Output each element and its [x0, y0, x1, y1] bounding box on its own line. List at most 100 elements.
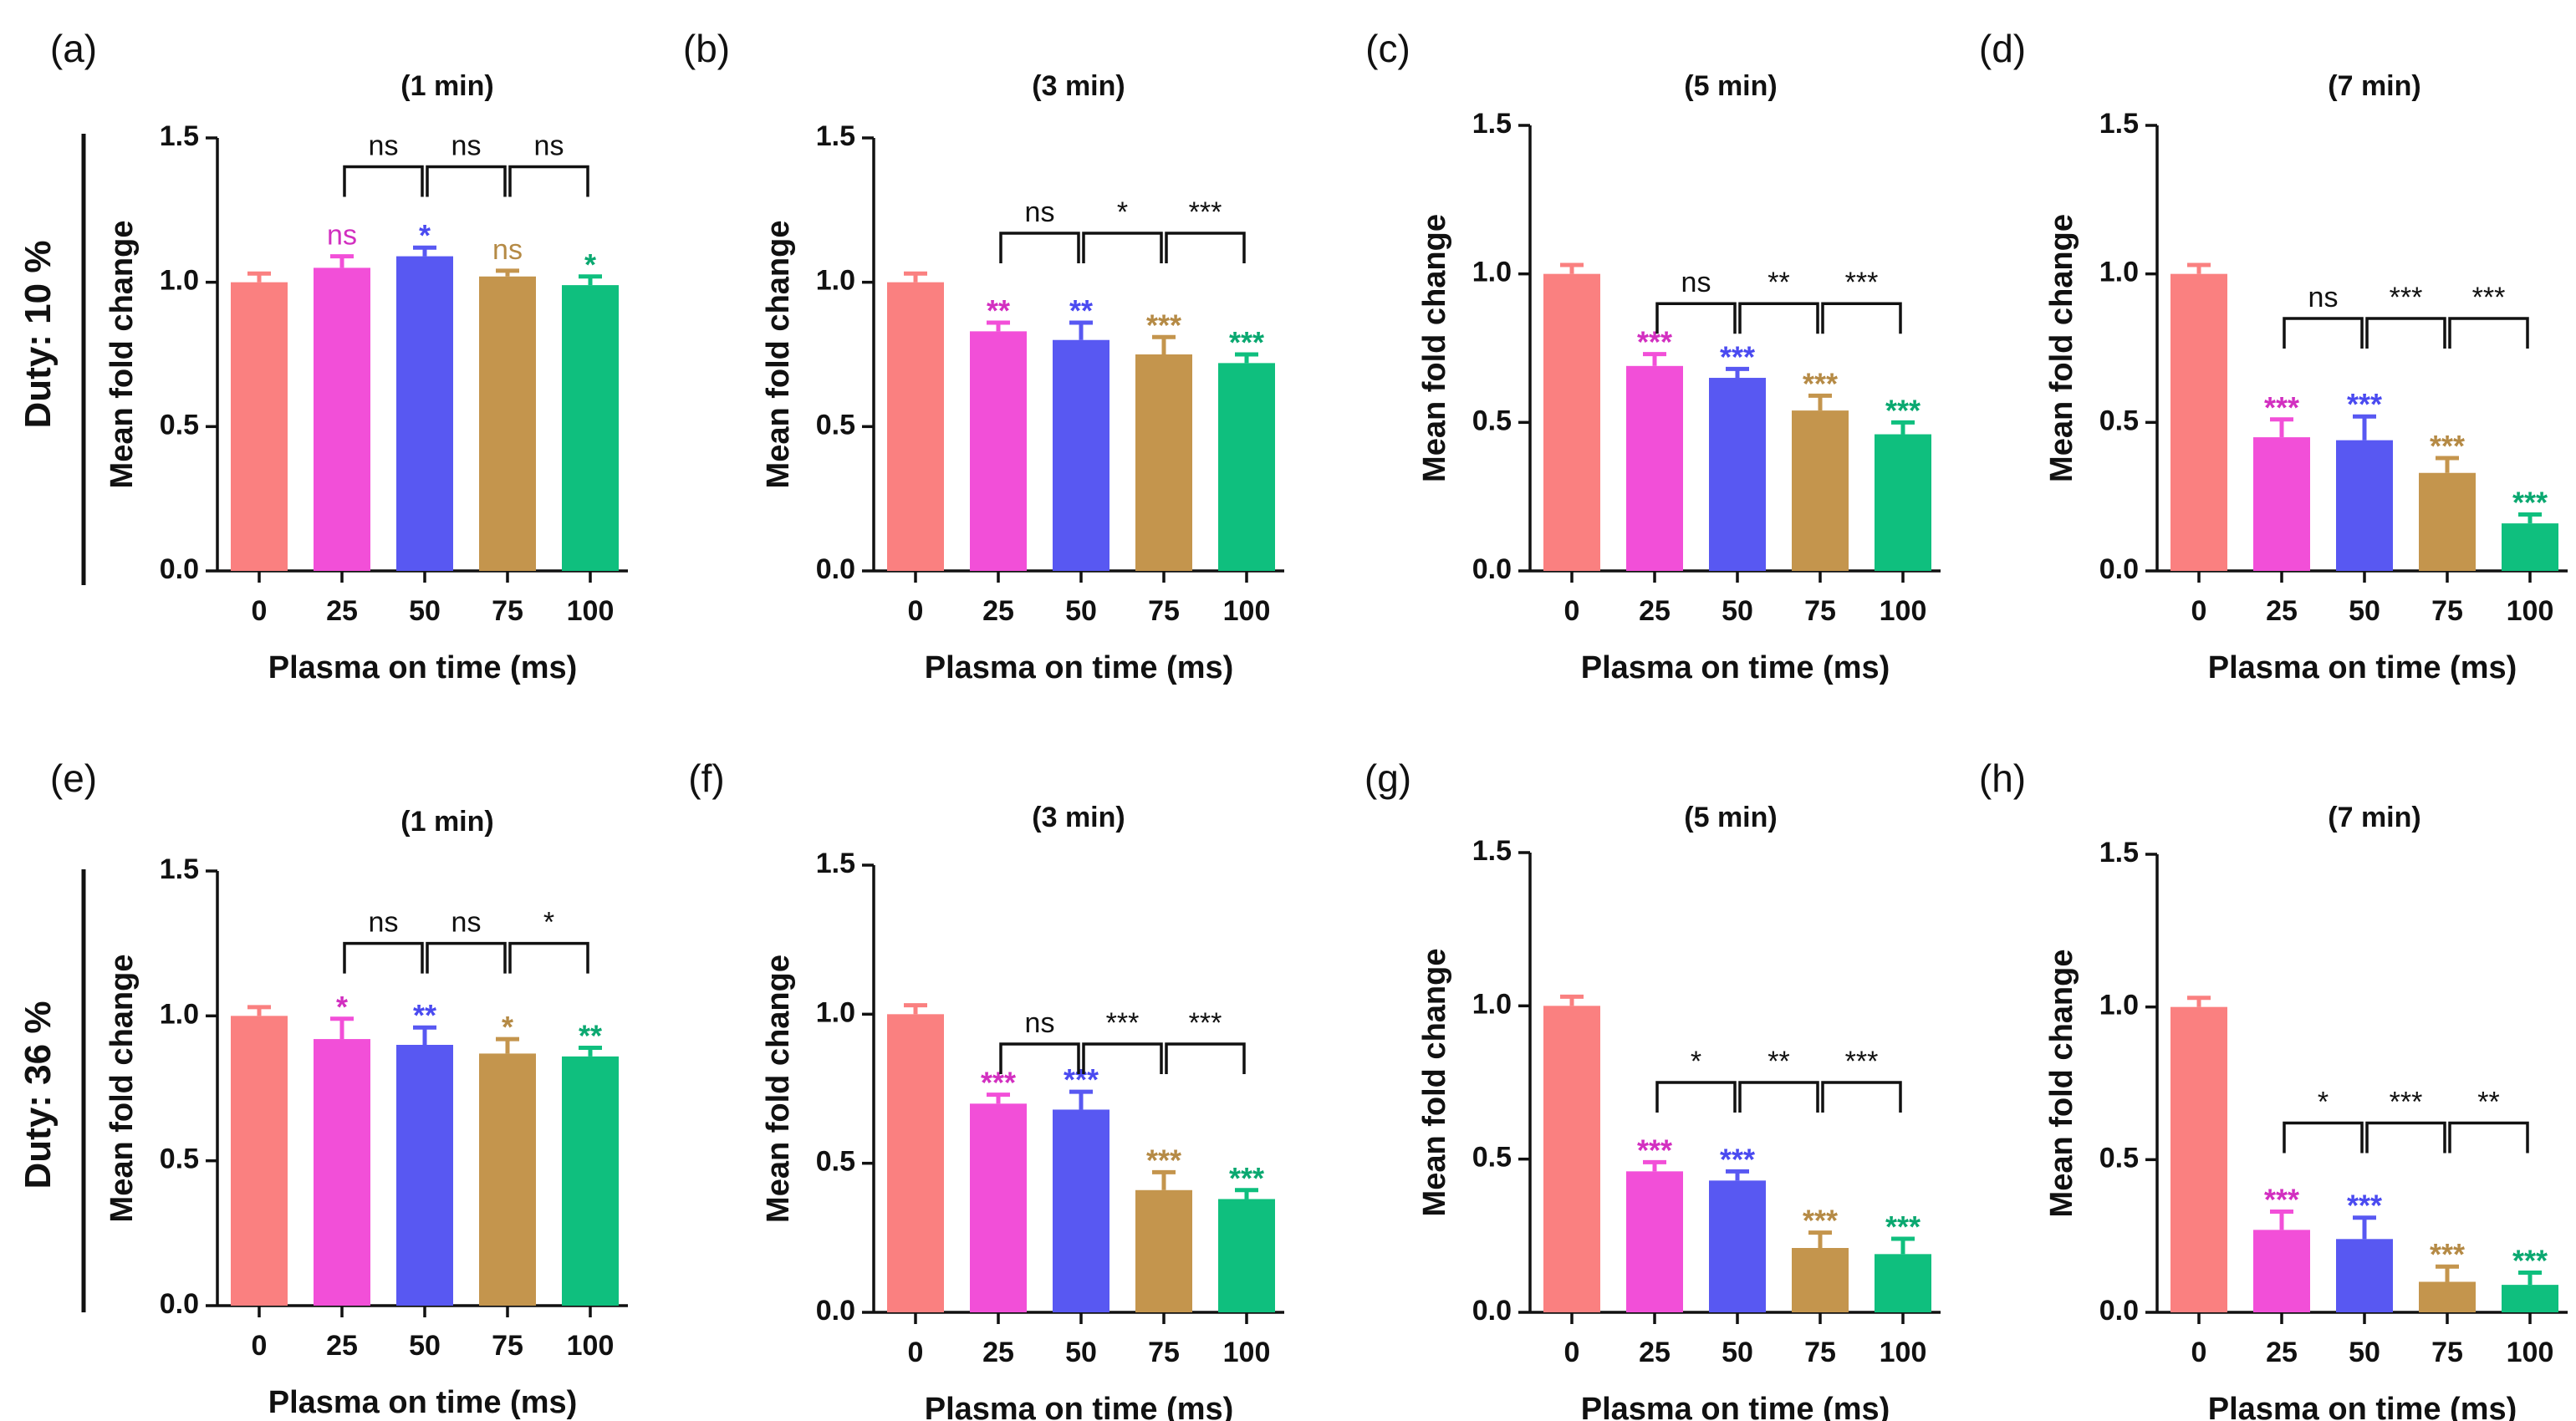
sig-vs-control-label: ** — [987, 293, 1010, 328]
y-tick-label: 1.0 — [816, 265, 855, 297]
x-tick-label: 50 — [1065, 595, 1097, 627]
comparison-bracket — [999, 1042, 1080, 1074]
comparison-label: * — [543, 907, 554, 939]
bar-0 — [1543, 273, 1600, 571]
sig-vs-control-label: *** — [1803, 366, 1838, 400]
sig-vs-control-label: ** — [1069, 293, 1093, 328]
y-tick-label: 0.5 — [1472, 1142, 1512, 1174]
y-tick-label: 0.0 — [160, 1288, 199, 1320]
chart-title: (1 min) — [400, 806, 493, 838]
bar-100 — [1875, 1254, 1931, 1312]
y-tick-label: 1.0 — [160, 265, 199, 297]
bar-25 — [314, 267, 370, 571]
x-tick-label: 100 — [2507, 1337, 2554, 1368]
bar-75 — [1792, 410, 1849, 571]
sig-vs-control-label: *** — [1146, 1143, 1181, 1177]
comparison-label: ** — [2477, 1086, 2499, 1118]
sig-vs-control-label: *** — [2430, 429, 2465, 463]
y-axis-label: Mean fold change — [761, 221, 796, 489]
bar-25 — [2253, 437, 2310, 571]
x-tick-label: 50 — [1065, 1337, 1097, 1368]
x-tick-label: 25 — [326, 595, 358, 627]
bar-0 — [231, 1016, 288, 1306]
comparison-bracket — [1165, 232, 1246, 263]
bar-100 — [1218, 1199, 1275, 1312]
comparison-bracket — [1738, 1081, 1819, 1113]
comparison-bracket — [426, 165, 507, 197]
bar-75 — [479, 276, 536, 571]
bar-50 — [1709, 1180, 1766, 1312]
bar-75 — [1135, 354, 1192, 571]
y-axis-label: Mean fold change — [1417, 949, 1452, 1217]
comparison-bracket — [2283, 1121, 2364, 1154]
sig-vs-control-label: *** — [1885, 393, 1921, 427]
bar-25 — [2253, 1230, 2310, 1312]
chart-title: (7 min) — [2328, 70, 2420, 102]
y-axis-label: Mean fold change — [2044, 950, 2079, 1218]
comparison-label: * — [1691, 1046, 1701, 1077]
comparison-bracket — [508, 165, 589, 197]
y-axis-label: Mean fold change — [2044, 214, 2079, 482]
chart-panel-c: (c) (5 min) 0.0 0.5 1.0 1.5 Mean fold change 0 2… — [1365, 27, 1941, 685]
sig-vs-control-label: *** — [1229, 325, 1264, 359]
bar-25 — [1626, 365, 1683, 571]
y-axis-label: Mean fold change — [105, 221, 140, 489]
chart-title: (1 min) — [400, 70, 493, 102]
y-tick-label: 0.5 — [1472, 405, 1512, 436]
chart-panel-b: (b) (3 min) 0.0 0.5 1.0 1.5 Mean fold change 0 2… — [683, 27, 1284, 685]
x-axis-label: Plasma on time (ms) — [1581, 1392, 1890, 1421]
comparison-bracket — [2365, 1121, 2446, 1154]
y-tick-label: 0.0 — [816, 553, 855, 585]
x-tick-label: 0 — [252, 595, 268, 627]
sig-vs-control-label: *** — [2347, 387, 2382, 421]
bar-75 — [2419, 472, 2476, 571]
y-tick-label: 1.5 — [1472, 835, 1512, 867]
comparison-bracket — [508, 941, 589, 974]
y-tick-label: 0.5 — [160, 1143, 199, 1175]
y-tick-label: 0.0 — [816, 1295, 855, 1327]
sig-vs-control-label: *** — [1720, 1142, 1755, 1176]
y-axis-label: Mean fold change — [1417, 214, 1452, 482]
comparison-label: * — [2318, 1086, 2329, 1118]
x-tick-label: 75 — [1804, 1337, 1836, 1368]
sig-vs-control-label: ns — [327, 220, 357, 252]
sig-vs-control-label: *** — [1803, 1204, 1838, 1238]
x-axis-label: Plasma on time (ms) — [268, 650, 578, 685]
x-tick-label: 50 — [2349, 1337, 2380, 1368]
x-tick-label: 50 — [409, 1330, 441, 1362]
comparison-label: *** — [2472, 282, 2506, 313]
x-tick-label: 100 — [1223, 1337, 1271, 1368]
panel-label: (h) — [1979, 756, 2026, 800]
chart-panel-a: (a) (1 min) 0.0 0.5 1.0 1.5 Mean fold change 0 2… — [50, 27, 628, 685]
comparison-label: *** — [2390, 1086, 2423, 1118]
panel-label: (f) — [688, 756, 724, 800]
chart-title: (3 min) — [1032, 802, 1125, 833]
x-tick-label: 50 — [2349, 595, 2380, 627]
sig-vs-control-label: * — [419, 218, 431, 252]
sig-vs-control-label: *** — [2264, 1182, 2299, 1216]
x-axis-label: Plasma on time (ms) — [925, 1392, 1234, 1421]
y-tick-label: 0.5 — [816, 1146, 855, 1178]
comparison-bracket — [343, 165, 424, 197]
comparison-bracket — [1821, 302, 1902, 334]
comparison-bracket — [2283, 317, 2364, 349]
sig-vs-control-label: *** — [1229, 1161, 1264, 1195]
comparison-label: ns — [1025, 1007, 1055, 1039]
x-tick-label: 50 — [1722, 595, 1753, 627]
comparison-label: * — [1117, 196, 1128, 228]
x-tick-label: 25 — [982, 1337, 1014, 1368]
bar-25 — [970, 331, 1027, 571]
bar-50 — [1053, 339, 1109, 571]
sig-vs-control-label: *** — [981, 1066, 1016, 1100]
sig-vs-control-label: *** — [2512, 1244, 2548, 1278]
bar-100 — [2502, 1285, 2558, 1312]
x-tick-label: 100 — [567, 1330, 615, 1362]
x-tick-label: 25 — [1639, 1337, 1671, 1368]
comparison-bracket — [343, 941, 424, 974]
y-tick-label: 1.0 — [2099, 990, 2139, 1021]
sig-vs-control-label: * — [336, 990, 348, 1024]
sig-vs-control-label: *** — [1637, 1133, 1672, 1167]
x-tick-label: 100 — [1880, 595, 1927, 627]
comparison-label: ** — [1767, 1046, 1789, 1077]
panels-container: (a) (1 min) 0.0 0.5 1.0 1.5 Mean fold change 0 2… — [50, 27, 2568, 1421]
